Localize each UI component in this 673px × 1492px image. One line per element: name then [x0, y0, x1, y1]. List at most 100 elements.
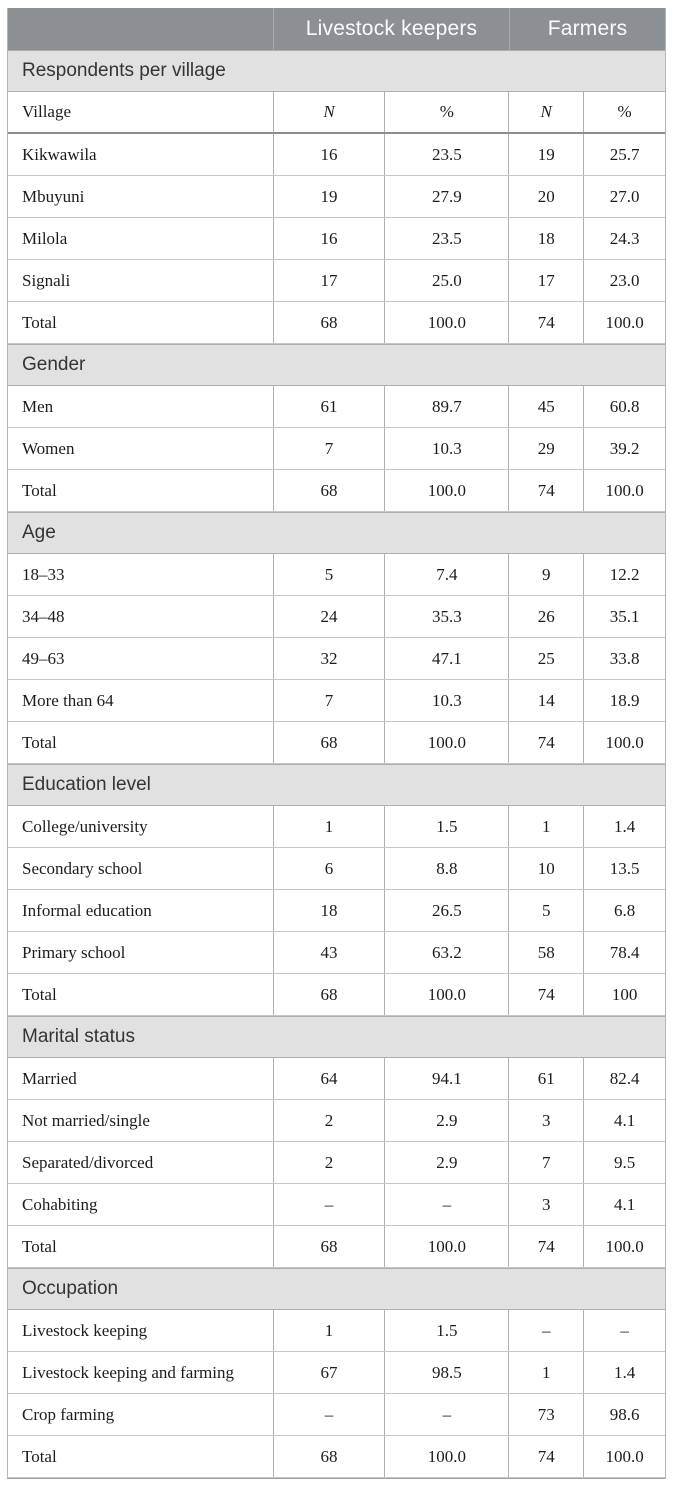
cell-farmers-pct: 100.0: [583, 1436, 665, 1477]
table-row-primary-school: Primary school 43 63.2 58 78.4: [8, 932, 665, 974]
cell-farmers-pct: 35.1: [583, 596, 665, 637]
group-header-livestock-keepers: Livestock keepers: [273, 8, 509, 50]
cell-farmers-n: 9: [508, 554, 583, 595]
table-row-men: Men 61 89.7 45 60.8: [8, 386, 665, 428]
subheader-livestock-n: N: [272, 92, 385, 132]
cell-livestock-pct: 2.9: [384, 1142, 508, 1183]
demographics-table: Livestock keepers Farmers Respondents pe…: [7, 8, 666, 1479]
cell-farmers-pct: –: [583, 1310, 665, 1351]
cell-farmers-pct: 39.2: [583, 428, 665, 469]
row-label: Informal education: [22, 900, 152, 920]
table-row-separated-divorced: Separated/divorced 2 2.9 7 9.5: [8, 1142, 665, 1184]
cell-farmers-pct: 4.1: [583, 1184, 665, 1225]
cell-farmers-pct: 82.4: [583, 1058, 665, 1099]
cell-farmers-pct: 24.3: [583, 218, 665, 259]
cell-farmers-n: 29: [508, 428, 583, 469]
cell-livestock-pct: 23.5: [384, 218, 508, 259]
row-label: Signali: [22, 270, 71, 290]
cell-farmers-n: 3: [508, 1100, 583, 1141]
cell-livestock-pct: 100.0: [384, 302, 508, 343]
row-label: Total: [22, 1236, 57, 1256]
cell-farmers-pct: 25.7: [583, 134, 665, 175]
cell-farmers-pct: 18.9: [583, 680, 665, 721]
cell-livestock-n: 68: [272, 302, 385, 343]
cell-farmers-n: 7: [508, 1142, 583, 1183]
cell-farmers-pct: 100: [583, 974, 665, 1015]
row-label: 49–63: [22, 648, 65, 668]
row-label: More than 64: [22, 690, 114, 710]
table-row-married: Married 64 94.1 61 82.4: [8, 1058, 665, 1100]
row-label: College/university: [22, 816, 148, 836]
subheader-village-label: Village: [22, 102, 72, 121]
cell-livestock-pct: 7.4: [384, 554, 508, 595]
cell-farmers-n: 73: [508, 1394, 583, 1435]
cell-livestock-pct: 63.2: [384, 932, 508, 973]
table-row-livestock-keeping: Livestock keeping 1 1.5 – –: [8, 1310, 665, 1352]
cell-farmers-n: 74: [508, 1226, 583, 1267]
cell-farmers-n: 58: [508, 932, 583, 973]
cell-farmers-n: 19: [508, 134, 583, 175]
table-row-college-university: College/university 1 1.5 1 1.4: [8, 806, 665, 848]
cell-livestock-pct: 100.0: [384, 974, 508, 1015]
table-row-livestock-keeping-and-farming: Livestock keeping and farming 67 98.5 1 …: [8, 1352, 665, 1394]
cell-livestock-n: 68: [272, 722, 385, 763]
cell-livestock-n: 1: [272, 1310, 385, 1351]
cell-farmers-pct: 12.2: [583, 554, 665, 595]
table-row-crop-farming: Crop farming – – 73 98.6: [8, 1394, 665, 1436]
cell-farmers-n: 74: [508, 470, 583, 511]
section-header-education-level: Education level: [8, 764, 665, 806]
cell-livestock-n: –: [272, 1184, 385, 1225]
subheader-livestock-pct: %: [384, 92, 508, 132]
cell-livestock-pct: 10.3: [384, 680, 508, 721]
cell-livestock-pct: 35.3: [384, 596, 508, 637]
cell-farmers-n: 17: [508, 260, 583, 301]
table-row-total: Total 68 100.0 74 100.0: [8, 722, 665, 764]
table-row-milola: Milola 16 23.5 18 24.3: [8, 218, 665, 260]
table-row-informal-education: Informal education 18 26.5 5 6.8: [8, 890, 665, 932]
cell-livestock-n: 64: [272, 1058, 385, 1099]
table-row-total: Total 68 100.0 74 100.0: [8, 1436, 665, 1478]
table-row-secondary-school: Secondary school 6 8.8 10 13.5: [8, 848, 665, 890]
cell-livestock-n: 68: [272, 974, 385, 1015]
row-label: 34–48: [22, 606, 65, 626]
cell-livestock-n: 18: [272, 890, 385, 931]
cell-farmers-pct: 23.0: [583, 260, 665, 301]
table-row-not-married-single: Not married/single 2 2.9 3 4.1: [8, 1100, 665, 1142]
cell-livestock-n: 6: [272, 848, 385, 889]
table-row-kikwawila: Kikwawila 16 23.5 19 25.7: [8, 134, 665, 176]
table-row-total: Total 68 100.0 74 100: [8, 974, 665, 1016]
cell-livestock-pct: –: [384, 1394, 508, 1435]
cell-livestock-n: 16: [272, 218, 385, 259]
row-label: Secondary school: [22, 858, 143, 878]
cell-farmers-n: 14: [508, 680, 583, 721]
cell-livestock-n: 19: [272, 176, 385, 217]
cell-livestock-pct: 10.3: [384, 428, 508, 469]
cell-livestock-pct: 1.5: [384, 806, 508, 847]
cell-farmers-pct: 98.6: [583, 1394, 665, 1435]
row-label: Total: [22, 312, 57, 332]
table-row-age-49-63: 49–63 32 47.1 25 33.8: [8, 638, 665, 680]
cell-livestock-n: 17: [272, 260, 385, 301]
section-header-marital-status: Marital status: [8, 1016, 665, 1058]
cell-livestock-pct: 25.0: [384, 260, 508, 301]
row-label: Livestock keeping and farming: [22, 1362, 234, 1382]
row-label: Total: [22, 480, 57, 500]
cell-livestock-n: 68: [272, 1436, 385, 1477]
cell-farmers-pct: 9.5: [583, 1142, 665, 1183]
cell-livestock-pct: 1.5: [384, 1310, 508, 1351]
cell-farmers-pct: 100.0: [583, 722, 665, 763]
cell-livestock-pct: 8.8: [384, 848, 508, 889]
cell-livestock-n: 43: [272, 932, 385, 973]
cell-farmers-n: –: [508, 1310, 583, 1351]
cell-farmers-n: 74: [508, 722, 583, 763]
cell-farmers-n: 74: [508, 1436, 583, 1477]
cell-farmers-pct: 6.8: [583, 890, 665, 931]
row-label: Cohabiting: [22, 1194, 98, 1214]
section-header-gender: Gender: [8, 344, 665, 386]
cell-farmers-pct: 78.4: [583, 932, 665, 973]
cell-farmers-n: 74: [508, 974, 583, 1015]
table-row-total: Total 68 100.0 74 100.0: [8, 1226, 665, 1268]
cell-farmers-n: 18: [508, 218, 583, 259]
cell-farmers-n: 74: [508, 302, 583, 343]
cell-livestock-n: 24: [272, 596, 385, 637]
